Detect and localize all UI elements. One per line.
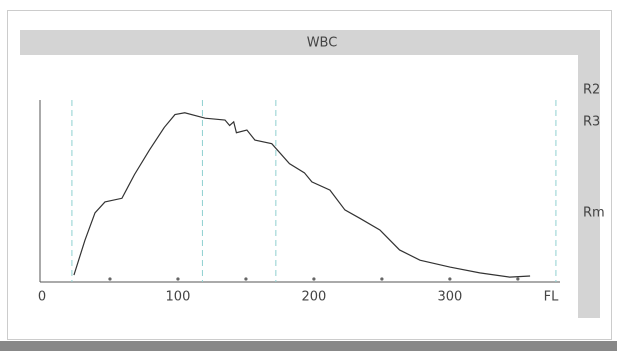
x-tick-label: 200 (302, 290, 327, 305)
side-label: R2 (583, 83, 600, 98)
x-axis-label: FL (544, 290, 559, 305)
histogram-line (73, 112, 531, 278)
minor-tick (312, 277, 316, 281)
header-bar (20, 30, 600, 55)
bottom-bar (0, 341, 617, 351)
x-tick-label: 100 (166, 290, 191, 305)
minor-tick (380, 277, 384, 281)
minor-tick (516, 277, 520, 281)
minor-tick (108, 277, 112, 281)
side-bar (578, 30, 600, 318)
frame (7, 10, 612, 340)
side-label: Rm (583, 206, 605, 221)
minor-tick (244, 277, 248, 281)
chart-title: WBC (307, 36, 338, 51)
x-tick-label: 0 (38, 290, 46, 305)
minor-tick (448, 277, 452, 281)
x-tick-label: 300 (437, 290, 462, 305)
side-label: R3 (583, 115, 600, 130)
minor-tick (176, 277, 180, 281)
